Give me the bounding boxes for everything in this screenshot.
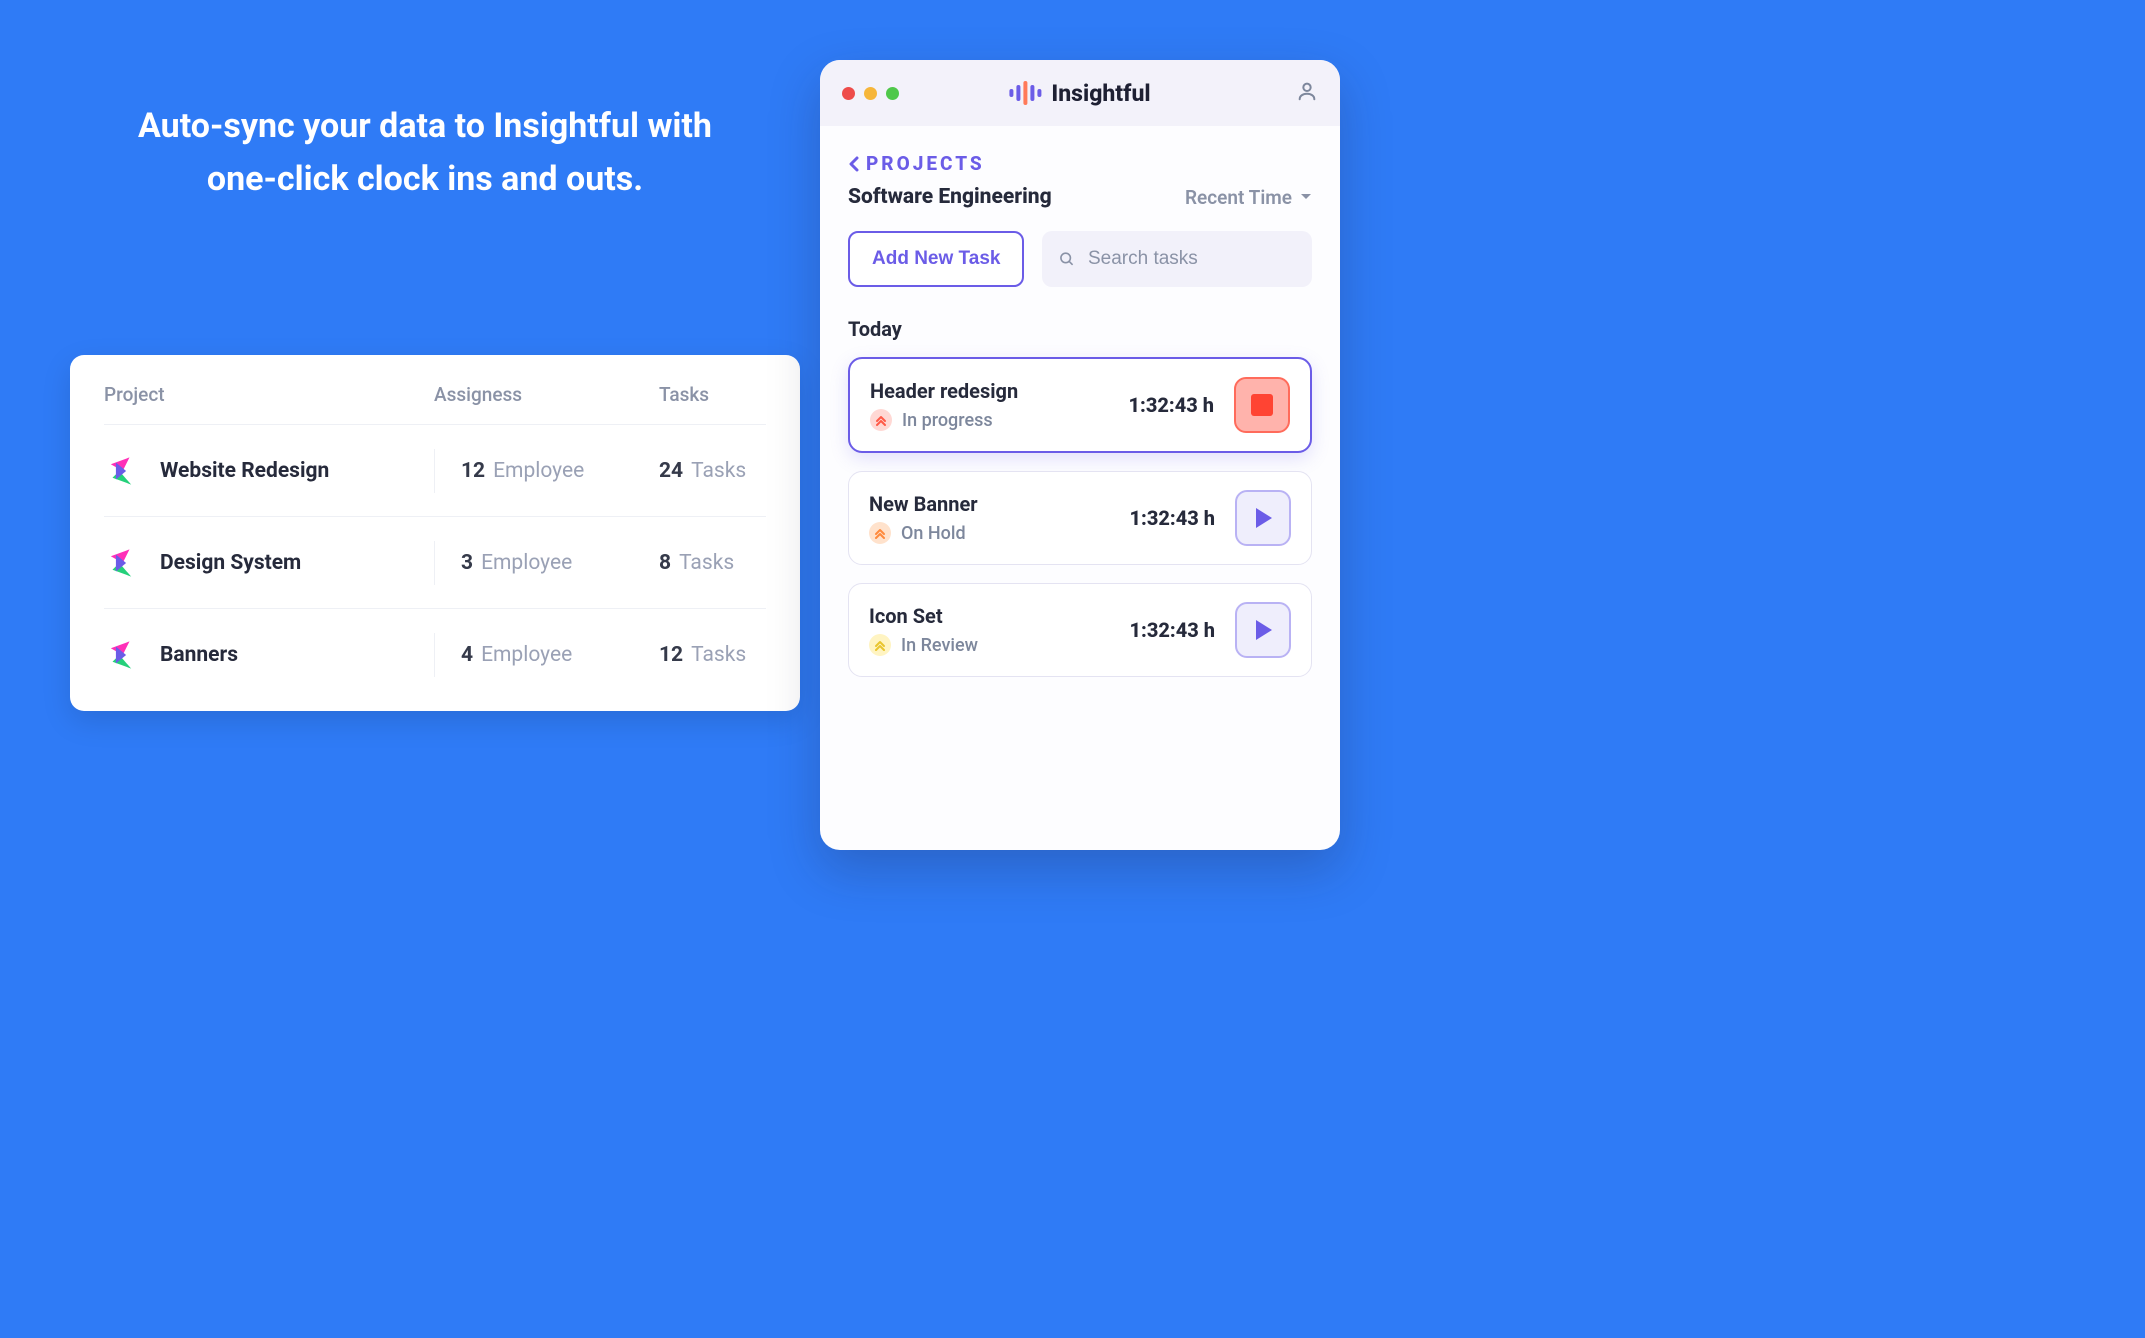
chevron-down-icon [1300, 193, 1312, 201]
tasks-cell: 24Tasks [659, 459, 766, 483]
project-name: Website Redesign [160, 459, 329, 483]
stop-icon [1251, 394, 1273, 416]
chevron-left-icon [848, 156, 860, 172]
play-button[interactable] [1235, 490, 1291, 546]
task-status-label: In progress [902, 410, 993, 431]
play-icon [1252, 506, 1274, 530]
status-badge-icon [869, 522, 891, 544]
project-name: Banners [160, 643, 238, 667]
play-button[interactable] [1235, 602, 1291, 658]
page-title: Software Engineering [848, 185, 1052, 209]
brand-logo-icon [1009, 81, 1041, 105]
col-header-assignees: Assigness [434, 383, 659, 406]
assignees-cell: 3Employee [434, 541, 659, 585]
section-today-label: Today [848, 317, 1312, 341]
project-name: Design System [160, 551, 301, 575]
tasks-cell: 12Tasks [659, 643, 766, 667]
tasks-cell: 8Tasks [659, 551, 766, 575]
task-time: 1:32:43 h [1129, 506, 1215, 530]
stop-button[interactable] [1234, 377, 1290, 433]
projects-table: Project Assigness Tasks Website Redesign… [70, 355, 800, 711]
window-controls[interactable] [842, 87, 899, 100]
close-icon[interactable] [842, 87, 855, 100]
add-task-button[interactable]: Add New Task [848, 231, 1024, 287]
search-icon [1058, 249, 1076, 269]
brand-name: Insightful [1051, 80, 1150, 107]
status-badge-icon [869, 634, 891, 656]
project-icon [104, 454, 138, 488]
sort-dropdown[interactable]: Recent Time [1185, 186, 1312, 209]
titlebar: Insightful [820, 60, 1340, 126]
maximize-icon[interactable] [886, 87, 899, 100]
table-row[interactable]: Design System 3Employee8Tasks [104, 517, 766, 609]
task-time: 1:32:43 h [1129, 618, 1215, 642]
task-card[interactable]: Icon Set In Review 1:32:43 h [848, 583, 1312, 677]
task-status: In Review [869, 634, 1115, 656]
task-status: In progress [870, 409, 1114, 431]
breadcrumb-label: PROJECTS [866, 152, 985, 175]
search-field[interactable] [1042, 231, 1312, 287]
task-title: Icon Set [869, 604, 1115, 628]
assignees-cell: 12Employee [434, 449, 659, 493]
task-title: New Banner [869, 492, 1115, 516]
table-row[interactable]: Banners 4Employee12Tasks [104, 609, 766, 701]
col-header-project: Project [104, 383, 434, 406]
project-icon [104, 546, 138, 580]
status-badge-icon [870, 409, 892, 431]
app-window: Insightful PROJECTS Software Engineering… [820, 60, 1340, 850]
sort-label: Recent Time [1185, 186, 1292, 209]
project-icon [104, 638, 138, 672]
play-icon [1252, 618, 1274, 642]
minimize-icon[interactable] [864, 87, 877, 100]
marketing-headline: Auto-sync your data to Insightful with o… [130, 100, 720, 205]
projects-table-header: Project Assigness Tasks [104, 383, 766, 425]
table-row[interactable]: Website Redesign 12Employee24Tasks [104, 425, 766, 517]
breadcrumb-back[interactable]: PROJECTS [848, 152, 1312, 175]
task-card[interactable]: Header redesign In progress 1:32:43 h [848, 357, 1312, 453]
task-card[interactable]: New Banner On Hold 1:32:43 h [848, 471, 1312, 565]
task-status-label: In Review [901, 635, 978, 656]
assignees-cell: 4Employee [434, 633, 659, 677]
task-status: On Hold [869, 522, 1115, 544]
search-input[interactable] [1088, 248, 1296, 270]
brand: Insightful [1009, 80, 1150, 107]
col-header-tasks: Tasks [659, 383, 766, 406]
task-time: 1:32:43 h [1128, 393, 1214, 417]
profile-icon[interactable] [1296, 80, 1318, 106]
task-title: Header redesign [870, 379, 1114, 403]
task-status-label: On Hold [901, 523, 966, 544]
